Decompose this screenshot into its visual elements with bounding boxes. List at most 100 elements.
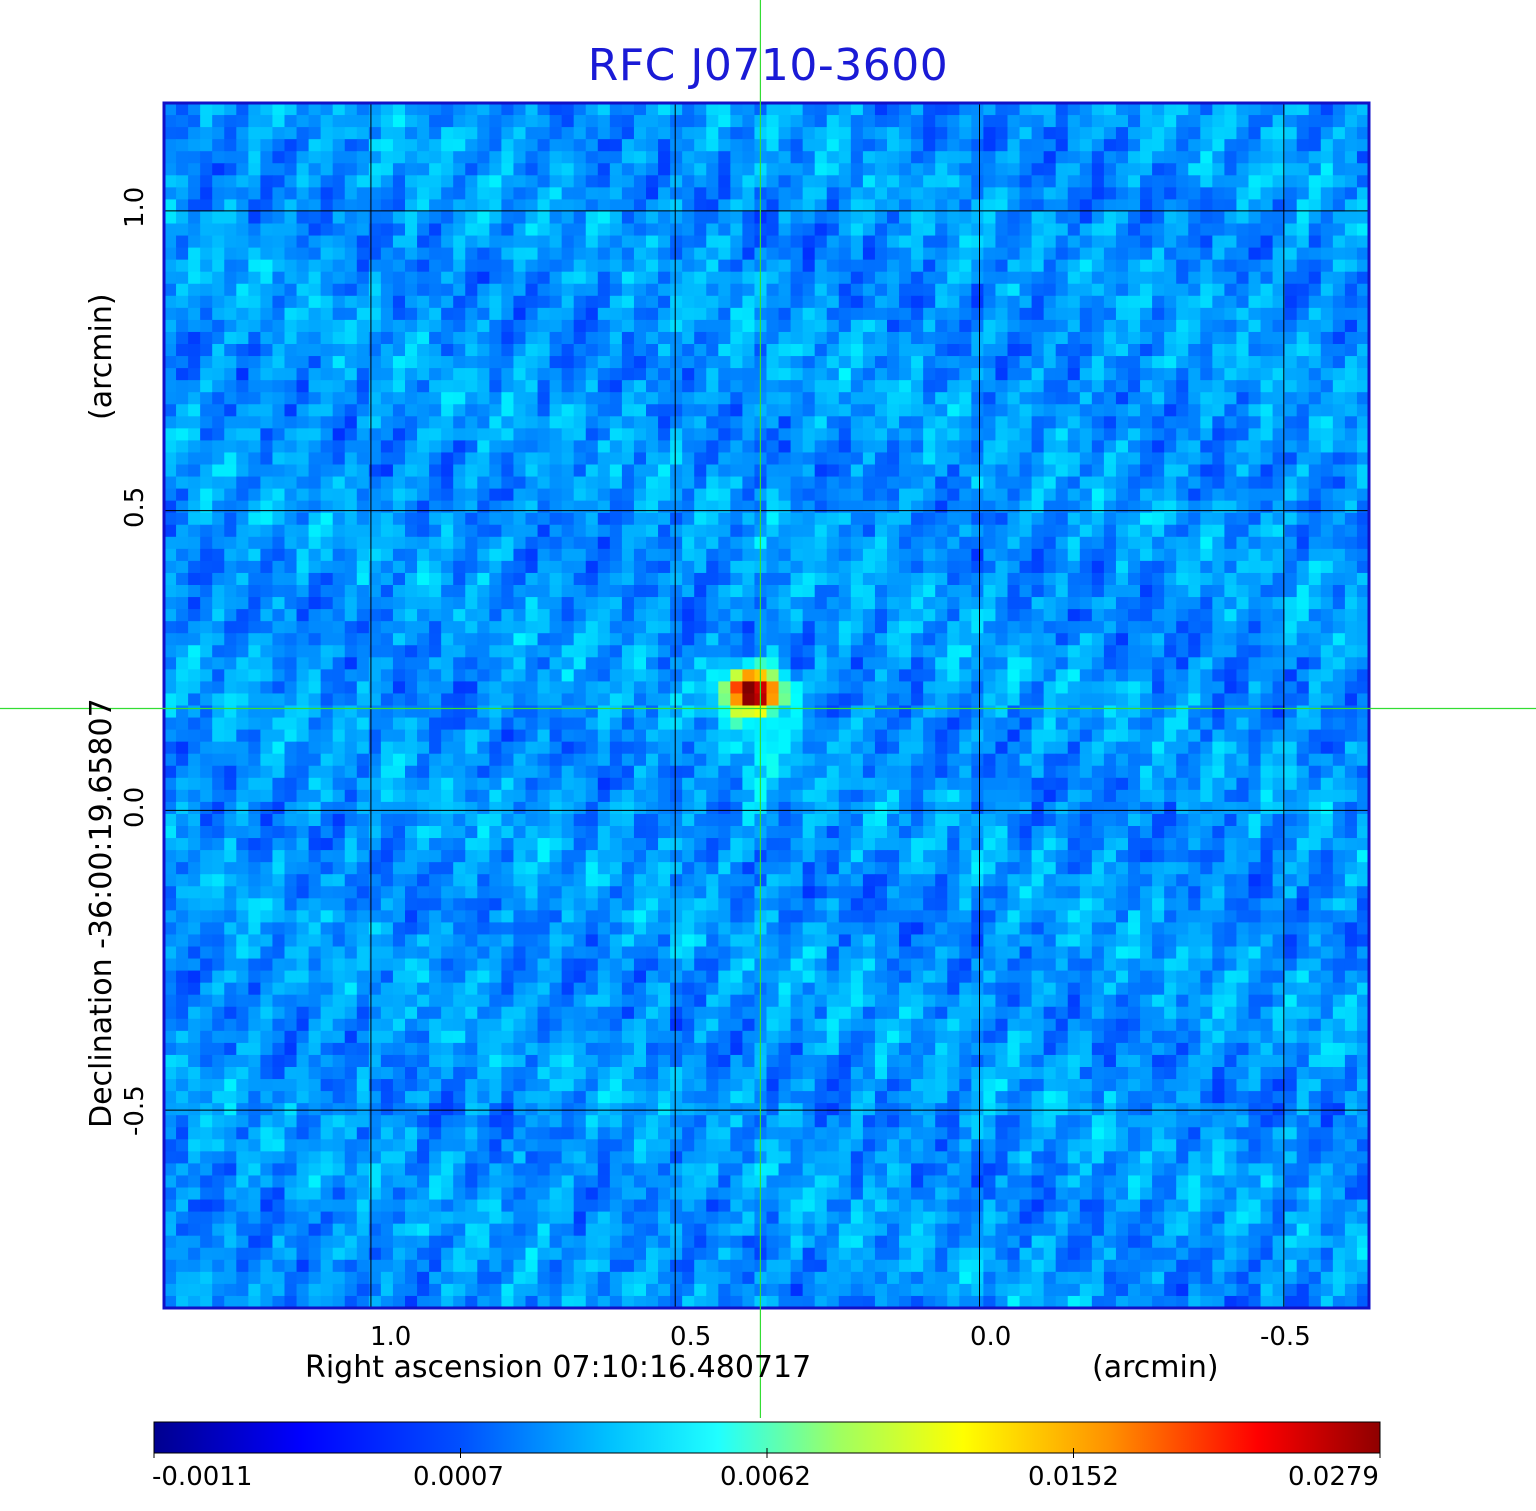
heatmap-cell — [802, 404, 816, 417]
heatmap-cell — [405, 199, 418, 213]
heatmap-cell — [887, 175, 900, 188]
heatmap-cell — [441, 103, 454, 116]
heatmap-cell — [694, 223, 707, 237]
heatmap-cell — [911, 319, 924, 333]
heatmap-cell — [344, 283, 358, 297]
heatmap-cell — [573, 416, 587, 429]
heatmap-cell — [718, 645, 731, 658]
heatmap-cell — [935, 476, 948, 490]
heatmap-cell — [766, 356, 780, 369]
heatmap-cell — [850, 524, 864, 538]
heatmap-cell — [790, 464, 804, 478]
heatmap-cell — [332, 548, 346, 562]
heatmap-cell — [296, 609, 310, 622]
heatmap-cell — [260, 597, 274, 610]
heatmap-cell — [983, 247, 997, 261]
heatmap-cell — [441, 307, 454, 321]
heatmap-cell — [838, 633, 852, 646]
heatmap-cell — [1019, 585, 1033, 598]
heatmap-cell — [682, 163, 695, 176]
heatmap-cell — [1164, 428, 1177, 441]
heatmap-cell — [1224, 428, 1238, 441]
heatmap-cell — [935, 139, 948, 152]
heatmap-cell — [549, 187, 563, 200]
heatmap-cell — [1103, 223, 1117, 237]
heatmap-cell — [260, 344, 274, 357]
heatmap-cell — [778, 127, 792, 140]
heatmap-cell — [1019, 621, 1033, 634]
heatmap-cell — [1356, 416, 1370, 429]
heatmap-cell — [1031, 283, 1045, 297]
heatmap-cell — [1272, 380, 1286, 393]
heatmap-cell — [200, 524, 213, 538]
heatmap-cell — [308, 344, 322, 357]
heatmap-cell — [392, 500, 406, 514]
heatmap-cell — [501, 247, 515, 261]
heatmap-cell — [1296, 657, 1310, 670]
heatmap-cell — [826, 163, 840, 176]
heatmap-cell — [658, 645, 671, 658]
heatmap-cell — [489, 223, 502, 237]
heatmap-cell — [1236, 548, 1250, 562]
heatmap-cell — [887, 319, 900, 333]
heatmap-cell — [971, 657, 984, 670]
heatmap-cell — [1356, 295, 1370, 309]
heatmap-cell — [525, 404, 539, 417]
heatmap-cell — [1356, 633, 1370, 646]
heatmap-cell — [850, 500, 864, 514]
heatmap-cell — [200, 271, 213, 285]
heatmap-cell — [1115, 681, 1129, 695]
heatmap-cell — [1236, 295, 1250, 309]
heatmap-cell — [730, 657, 743, 670]
heatmap-cell — [260, 235, 274, 249]
heatmap-cell — [188, 440, 201, 454]
heatmap-cell — [1188, 271, 1201, 285]
heatmap-cell — [850, 163, 864, 176]
heatmap-cell — [224, 404, 237, 417]
heatmap-cell — [296, 319, 310, 333]
heatmap-cell — [1103, 404, 1117, 417]
heatmap-cell — [1332, 548, 1346, 562]
heatmap-cell — [429, 681, 442, 695]
heatmap-cell — [573, 127, 587, 140]
heatmap-cell — [1320, 597, 1334, 610]
heatmap-cell — [573, 633, 587, 646]
heatmap-cell — [862, 548, 876, 562]
heatmap-cell — [248, 621, 261, 634]
heatmap-cell — [911, 175, 924, 188]
heatmap-cell — [850, 416, 864, 429]
heatmap-cell — [1272, 211, 1286, 225]
heatmap-cell — [658, 669, 671, 682]
heatmap-cell — [465, 283, 478, 297]
heatmap-cell — [1152, 476, 1165, 490]
heatmap-cell — [862, 295, 876, 309]
heatmap-cell — [260, 223, 274, 237]
heatmap-cell — [850, 115, 864, 128]
heatmap-cell — [441, 151, 454, 164]
heatmap-cell — [1344, 597, 1358, 610]
heatmap-cell — [911, 560, 924, 574]
heatmap-cell — [1103, 368, 1117, 381]
heatmap-cell — [417, 163, 430, 176]
heatmap-cell — [1200, 645, 1213, 658]
heatmap-cell — [405, 151, 418, 164]
heatmap-cell — [995, 127, 1009, 140]
heatmap-cell — [814, 488, 828, 502]
heatmap-cell — [441, 657, 454, 670]
heatmap-cell — [1248, 223, 1262, 237]
heatmap-cell — [380, 536, 394, 550]
heatmap-cell — [380, 295, 394, 309]
heatmap-cell — [392, 633, 406, 646]
heatmap-cell — [850, 585, 864, 598]
heatmap-cell — [766, 476, 780, 490]
heatmap-cell — [537, 500, 551, 514]
heatmap-cell — [1007, 585, 1021, 598]
heatmap-cell — [778, 464, 792, 478]
heatmap-cell — [1152, 115, 1165, 128]
heatmap-cell — [1248, 621, 1262, 634]
heatmap-cell — [573, 392, 587, 405]
heatmap-cell — [1007, 103, 1021, 116]
heatmap-cell — [1344, 175, 1358, 188]
heatmap-cell — [1260, 103, 1274, 116]
heatmap-cell — [1091, 103, 1105, 116]
